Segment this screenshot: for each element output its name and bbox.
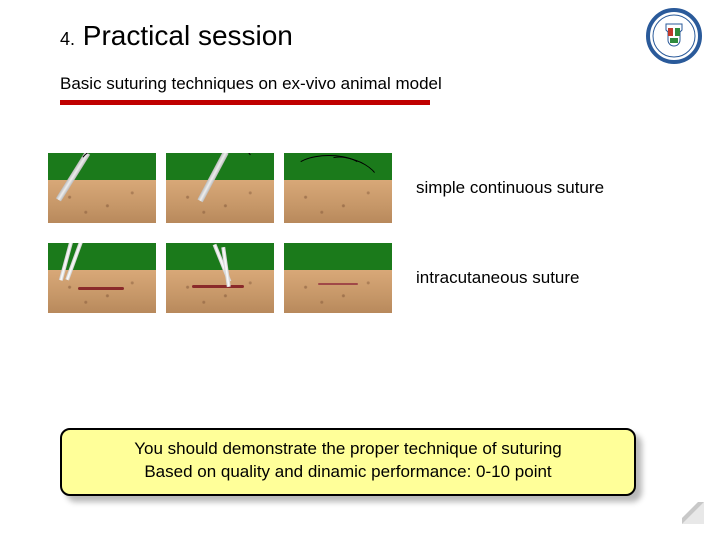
title-underline <box>60 100 430 105</box>
slide: 4. Practical session Basic suturing tech… <box>0 0 720 540</box>
university-crest-icon <box>646 8 702 64</box>
row-label: simple continuous suture <box>416 177 604 198</box>
technique-row: simple continuous suture <box>48 153 680 223</box>
subtitle: Basic suturing techniques on ex-vivo ani… <box>60 74 680 94</box>
title-number: 4. <box>60 29 75 49</box>
suture-thumb-icon <box>166 153 274 223</box>
slide-title: 4. Practical session <box>60 20 293 52</box>
callout-line: Based on quality and dinamic performance… <box>74 461 622 484</box>
title-text: Practical session <box>83 20 293 51</box>
suture-thumb-icon <box>284 153 392 223</box>
callout-line: You should demonstrate the proper techni… <box>74 438 622 461</box>
instruction-callout: You should demonstrate the proper techni… <box>60 428 636 496</box>
suture-thumb-icon <box>284 243 392 313</box>
suture-thumb-icon <box>48 243 156 313</box>
suture-thumb-icon <box>166 243 274 313</box>
technique-row: intracutaneous suture <box>48 243 680 313</box>
page-fold-icon <box>682 502 704 524</box>
image-rows: simple continuous suture intracutaneous … <box>60 153 680 313</box>
suture-thumb-icon <box>48 153 156 223</box>
row-label: intracutaneous suture <box>416 267 580 288</box>
title-row: 4. Practical session <box>60 20 680 52</box>
